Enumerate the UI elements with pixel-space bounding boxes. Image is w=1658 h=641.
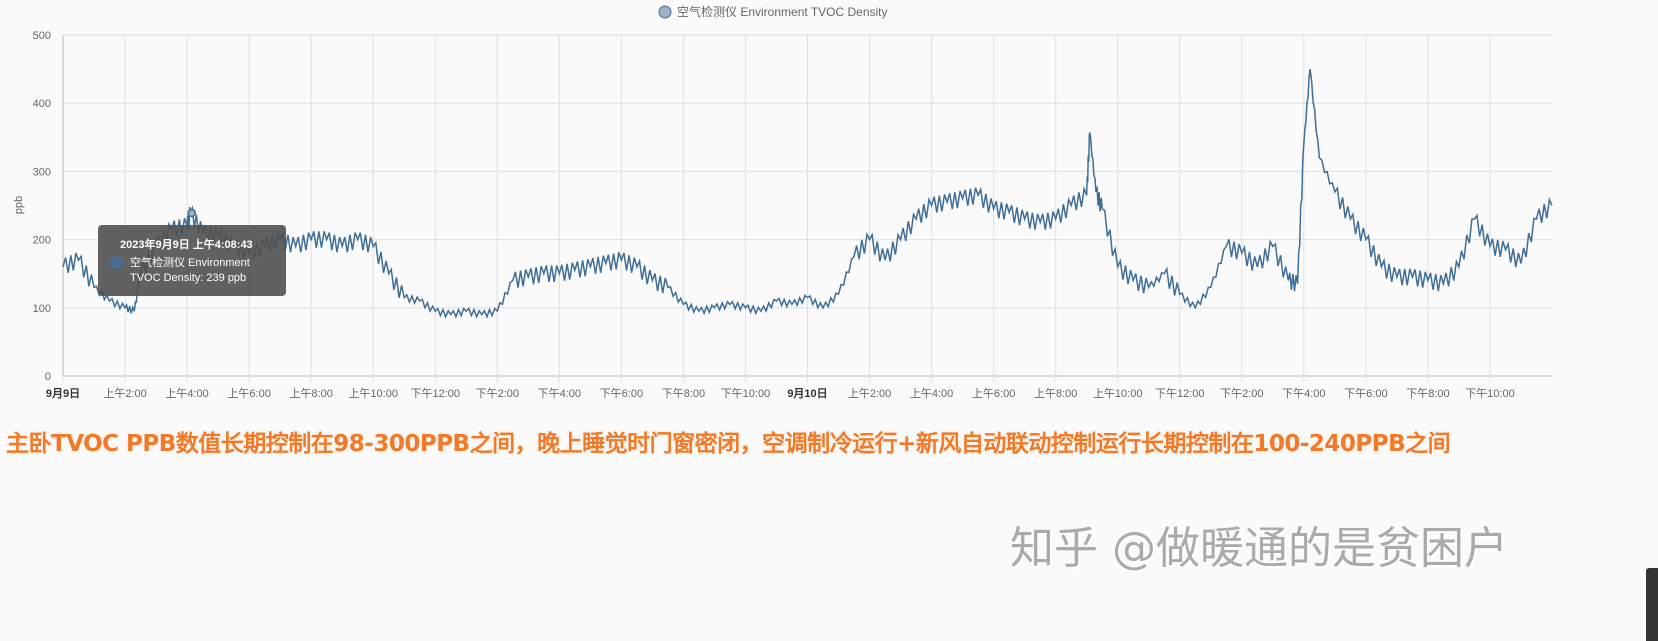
- tooltip-value: TVOC Density: 239 ppb: [130, 272, 247, 284]
- x-tick-label: 上午6:00: [227, 387, 270, 400]
- x-tick-label: 上午4:00: [910, 387, 953, 400]
- data-series-line: [62, 68, 1553, 319]
- x-tick-label: 上午8:00: [289, 387, 332, 400]
- x-tick-label: 下午6:00: [600, 387, 643, 400]
- x-tick-label: 下午8:00: [1406, 387, 1449, 400]
- x-tick-label: 下午4:00: [538, 387, 581, 400]
- x-tick-label: 上午2:00: [848, 387, 891, 400]
- x-tick-label: 上午2:00: [103, 387, 146, 400]
- legend-marker: [658, 5, 672, 19]
- y-tick-label: 400: [33, 98, 51, 110]
- x-tick-label: 上午4:00: [165, 387, 208, 400]
- y-tick-label: 100: [33, 303, 51, 315]
- x-tick-label: 下午12:00: [1155, 387, 1205, 400]
- caption: 主卧TVOC PPB数值长期控制在98-300PPB之间，晚上睡觉时门窗密闭，空…: [6, 431, 1451, 457]
- x-tick-label: 下午2:00: [476, 387, 519, 400]
- y-tick-label: 300: [33, 166, 51, 178]
- tvoc-line-chart: 0 100 200 300 400 500 9月9日 上午2:00 上午4:00 上午6:00 上午…: [13, 4, 1553, 400]
- x-tick-label: 下午2:00: [1220, 387, 1263, 400]
- x-tick-label: 下午10:00: [721, 387, 771, 400]
- x-tick-label: 上午6:00: [972, 387, 1015, 400]
- x-tick-label: 上午8:00: [1034, 387, 1077, 400]
- scrollbar[interactable]: [1646, 568, 1658, 641]
- y-tick-label: 500: [33, 30, 51, 42]
- x-tick-label: 下午6:00: [1344, 387, 1387, 400]
- legend-label: 空气检测仪 Environment TVOC Density: [677, 4, 888, 19]
- x-tick-label: 上午10:00: [348, 387, 398, 400]
- x-tick-label: 下午8:00: [662, 387, 705, 400]
- tooltip: 2023年9月9日 上午4:08:43 空气检测仪 Environment TVO…: [98, 225, 286, 296]
- x-tick-label: 上午10:00: [1093, 387, 1143, 400]
- x-tick-label: 下午10:00: [1465, 387, 1515, 400]
- tooltip-title: 2023年9月9日 上午4:08:43: [120, 239, 253, 251]
- x-tick-label: 9月10日: [787, 387, 827, 400]
- tooltip-series-dot: [110, 256, 123, 269]
- x-tick-label: 下午4:00: [1282, 387, 1325, 400]
- y-tick-label: 200: [33, 235, 51, 247]
- tooltip-label: 空气检测仪 Environment: [130, 257, 250, 269]
- x-tick-label: 9月9日: [46, 387, 80, 400]
- hovered-data-point: [187, 208, 196, 218]
- y-axis-label: ppb: [13, 196, 25, 214]
- x-tick-label: 下午12:00: [410, 387, 460, 400]
- y-tick-label: 0: [45, 371, 51, 383]
- watermark: 知乎 @做暖通的是贫困户: [1010, 523, 1508, 574]
